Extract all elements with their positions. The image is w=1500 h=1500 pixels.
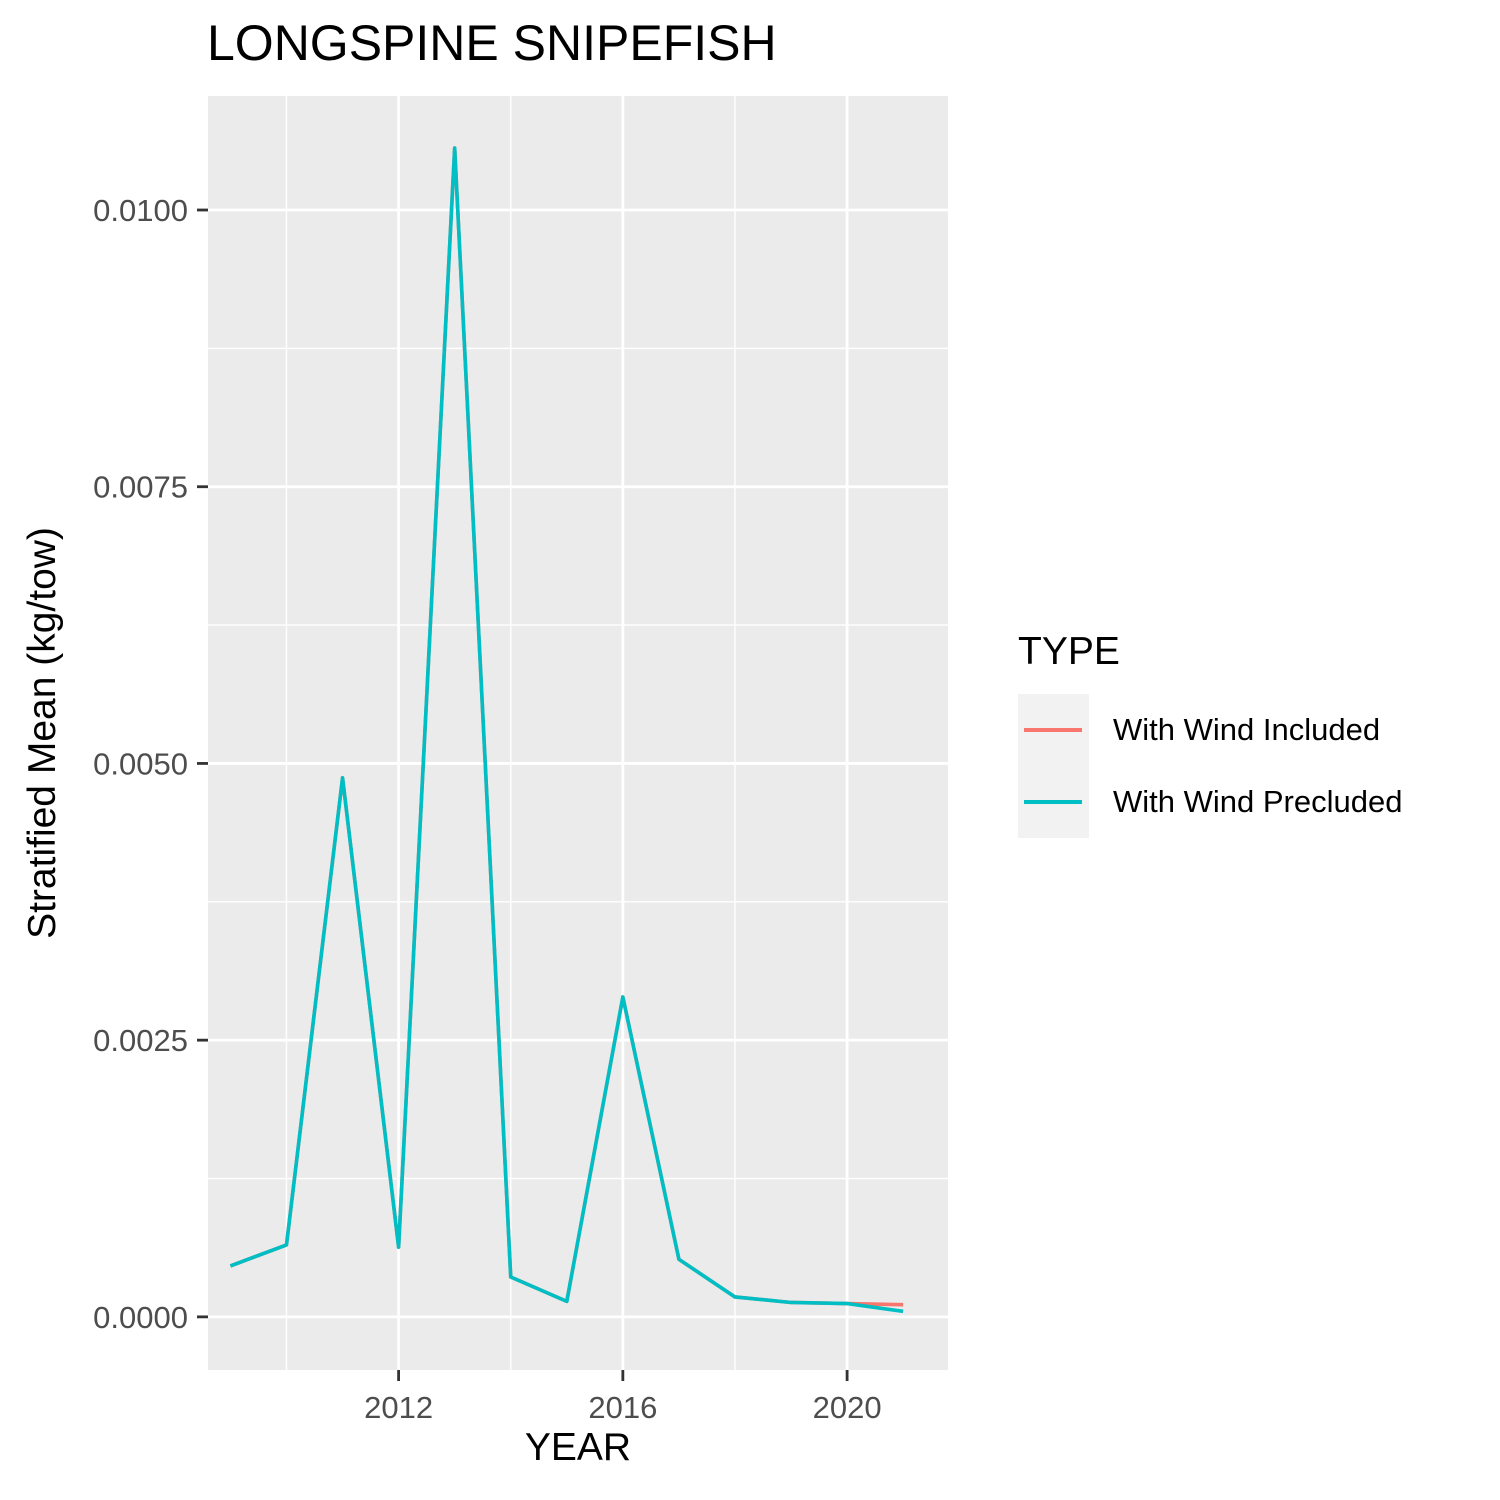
y-axis: 0.0000 0.0025 0.0050 0.0075 0.0100 (93, 193, 208, 1335)
legend-label-with-wind-precluded: With Wind Precluded (1113, 784, 1403, 819)
y-tick-label: 0.0000 (93, 1300, 188, 1335)
legend-title: TYPE (1018, 630, 1120, 673)
chart-title: LONGSPINE SNIPEFISH (207, 15, 777, 71)
y-tick-label: 0.0075 (93, 470, 188, 505)
y-axis-label-wrap: Stratified Mean (kg/tow) (18, 96, 68, 1370)
y-axis-label: Stratified Mean (kg/tow) (21, 527, 64, 939)
legend-key-with-wind-included (1024, 728, 1082, 732)
x-tick-label: 2012 (364, 1390, 433, 1425)
y-tick-label: 0.0025 (93, 1023, 188, 1058)
x-tick-label: 2016 (588, 1390, 657, 1425)
plot-panel (208, 96, 948, 1370)
grid-minor (208, 96, 948, 1370)
y-tick-label: 0.0050 (93, 746, 188, 781)
legend-keys (1018, 694, 1089, 838)
grid-major (208, 96, 948, 1370)
legend-key-with-wind-precluded (1024, 800, 1082, 804)
x-tick-label: 2020 (813, 1390, 882, 1425)
series-line-with-wind-precluded (229, 146, 904, 1314)
x-axis-label: YEAR (524, 1426, 632, 1469)
series-layer (229, 146, 904, 1314)
y-tick-label: 0.0100 (93, 193, 188, 228)
legend-label-with-wind-included: With Wind Included (1113, 712, 1381, 747)
x-axis: 2012 2016 2020 (364, 1370, 882, 1425)
